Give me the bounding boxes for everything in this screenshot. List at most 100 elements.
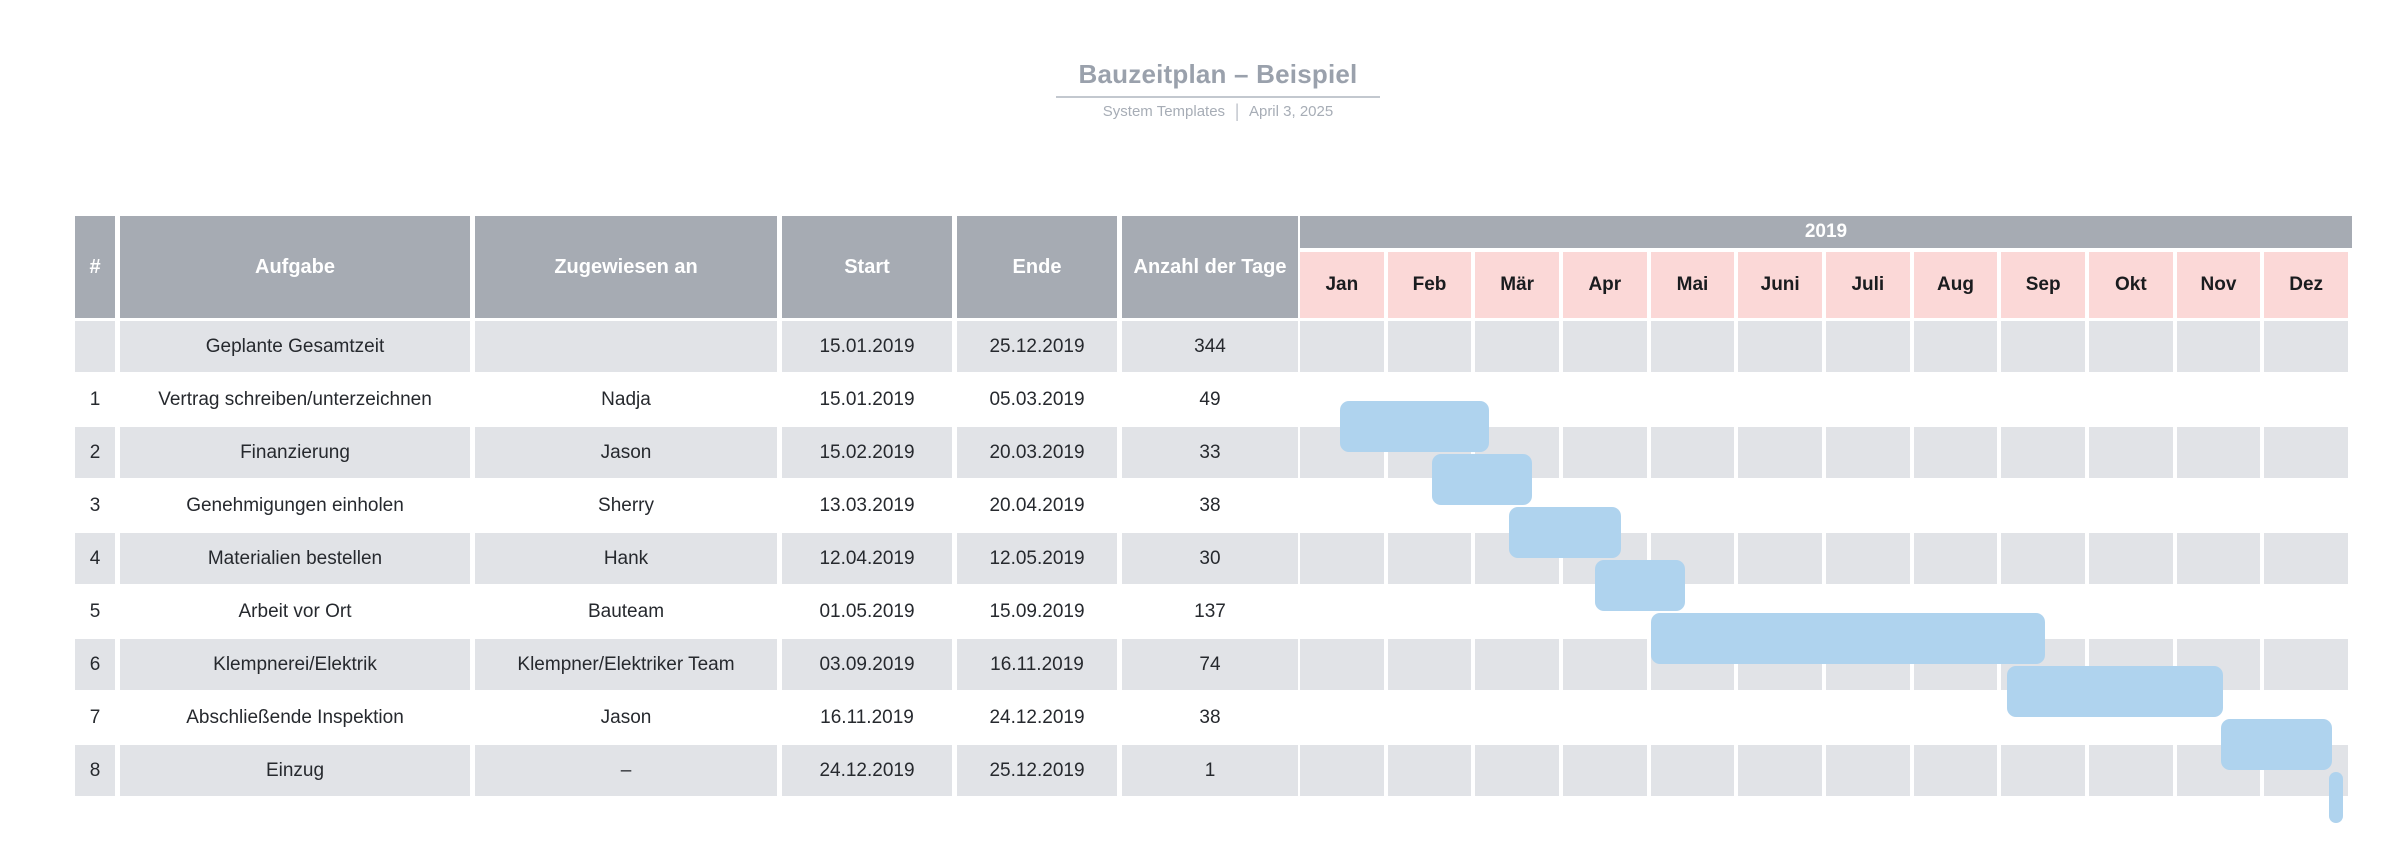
chart-cell	[2264, 639, 2348, 690]
cell-num: 5	[89, 600, 101, 622]
cell-assigned: Nadja	[601, 388, 651, 410]
gantt-bar-task-4	[1595, 559, 1685, 611]
cell-end: 25.12.2019	[957, 745, 1117, 796]
chart-cell	[2264, 533, 2348, 584]
cell-end: 25.12.2019	[957, 321, 1117, 372]
cell-assigned: Bauteam	[587, 600, 665, 622]
cell-end: 20.04.2019	[989, 494, 1085, 516]
column-header-aufgabe: Aufgabe	[120, 216, 470, 318]
column-header-anzahl-der-tage: Anzahl der Tage	[1122, 216, 1298, 318]
chart-cell	[1300, 533, 1384, 584]
chart-cell	[1650, 427, 1735, 478]
cell-days: 38	[1199, 494, 1221, 516]
month-header-juli: Juli	[1826, 252, 1910, 318]
cell-assigned	[475, 321, 777, 372]
cell-end: 20.03.2019	[957, 427, 1117, 478]
chart-cell	[1913, 427, 1998, 478]
chart-cell	[1563, 321, 1647, 372]
column-header-ende: Ende	[957, 216, 1117, 318]
cell-days: 74	[1122, 639, 1298, 690]
chart-cell	[2176, 533, 2261, 584]
month-header-dez: Dez	[2264, 252, 2348, 318]
cell-assigned: Hank	[475, 533, 777, 584]
gantt-bar-task-6	[2007, 665, 2224, 717]
chart-cell	[1300, 321, 1384, 372]
page-title: Bauzeitplan – Beispiel	[1056, 58, 1380, 98]
chart-cell	[1563, 427, 1647, 478]
column-header-start: Start	[782, 216, 952, 318]
cell-start: 12.04.2019	[782, 533, 952, 584]
cell-task: Finanzierung	[120, 427, 470, 478]
cell-assigned: Sherry	[598, 494, 654, 516]
chart-cell	[2001, 427, 2085, 478]
gantt-bar-task-2	[1431, 453, 1532, 505]
month-header-apr: Apr	[1563, 252, 1647, 318]
month-header-sep: Sep	[2001, 252, 2085, 318]
chart-cell	[1387, 533, 1472, 584]
cell-end: 05.03.2019	[989, 388, 1085, 410]
chart-cell	[1738, 533, 1822, 584]
chart-cell	[1475, 745, 1559, 796]
cell-days: 137	[1194, 600, 1226, 622]
cell-days: 1	[1122, 745, 1298, 796]
chart-cell	[1650, 745, 1735, 796]
subtitle-source: System Templates	[1102, 103, 1226, 120]
cell-assigned: Jason	[475, 427, 777, 478]
cell-start: 03.09.2019	[782, 639, 952, 690]
cell-assigned: –	[475, 745, 777, 796]
chart-cell	[1738, 321, 1822, 372]
month-header-juni: Juni	[1738, 252, 1822, 318]
cell-num: 1	[89, 388, 101, 410]
subtitle: System Templates | April 3, 2025	[1056, 100, 1380, 123]
cell-num: 8	[75, 745, 115, 796]
chart-cell	[1738, 745, 1822, 796]
chart-cell	[1387, 745, 1472, 796]
chart-cell	[2264, 321, 2348, 372]
title-block: Bauzeitplan – Beispiel System Templates |…	[1056, 58, 1380, 123]
cell-assigned: Klempner/Elektriker Team	[475, 639, 777, 690]
cell-assigned: Jason	[600, 706, 652, 728]
subtitle-date: April 3, 2025	[1248, 103, 1334, 120]
chart-cell	[1826, 321, 1910, 372]
chart-cell	[2176, 321, 2261, 372]
chart-cell	[1826, 745, 1910, 796]
month-header-mär: Mär	[1475, 252, 1559, 318]
chart-cell	[1826, 427, 1910, 478]
column-header-zugewiesen-an: Zugewiesen an	[475, 216, 777, 318]
cell-task: Klempnerei/Elektrik	[120, 639, 470, 690]
cell-task: Vertrag schreiben/unterzeichnen	[158, 388, 432, 410]
cell-days: 30	[1122, 533, 1298, 584]
chart-cell	[2089, 533, 2173, 584]
cell-start: 15.01.2019	[819, 388, 915, 410]
chart-cell	[1300, 639, 1384, 690]
month-header-okt: Okt	[2089, 252, 2173, 318]
cell-task: Geplante Gesamtzeit	[120, 321, 470, 372]
chart-cell	[1563, 639, 1647, 690]
cell-task: Arbeit vor Ort	[238, 600, 352, 622]
cell-end: 24.12.2019	[989, 706, 1085, 728]
chart-cell	[2001, 321, 2085, 372]
chart-cell	[1650, 321, 1735, 372]
chart-cell	[2089, 745, 2173, 796]
cell-num: 4	[75, 533, 115, 584]
chart-cell	[1475, 321, 1559, 372]
month-header-feb: Feb	[1387, 252, 1472, 318]
cell-start: 13.03.2019	[819, 494, 915, 516]
cell-task: Genehmigungen einholen	[186, 494, 404, 516]
subtitle-separator: |	[1235, 100, 1239, 123]
chart-cell	[1826, 533, 1910, 584]
chart-cell	[2001, 533, 2085, 584]
column-header-#: #	[75, 216, 115, 318]
cell-start: 24.12.2019	[782, 745, 952, 796]
cell-start: 15.02.2019	[782, 427, 952, 478]
chart-cell	[2176, 427, 2261, 478]
chart-cell	[1913, 745, 1998, 796]
cell-task: Abschließende Inspektion	[186, 706, 404, 728]
chart-cell	[1563, 745, 1647, 796]
cell-task: Materialien bestellen	[120, 533, 470, 584]
chart-cell	[1913, 533, 1998, 584]
gantt-bar-task-3	[1509, 506, 1622, 558]
year-header: 2019	[1300, 216, 2352, 248]
gantt-bar-task-1	[1339, 400, 1490, 452]
cell-end: 15.09.2019	[989, 600, 1085, 622]
